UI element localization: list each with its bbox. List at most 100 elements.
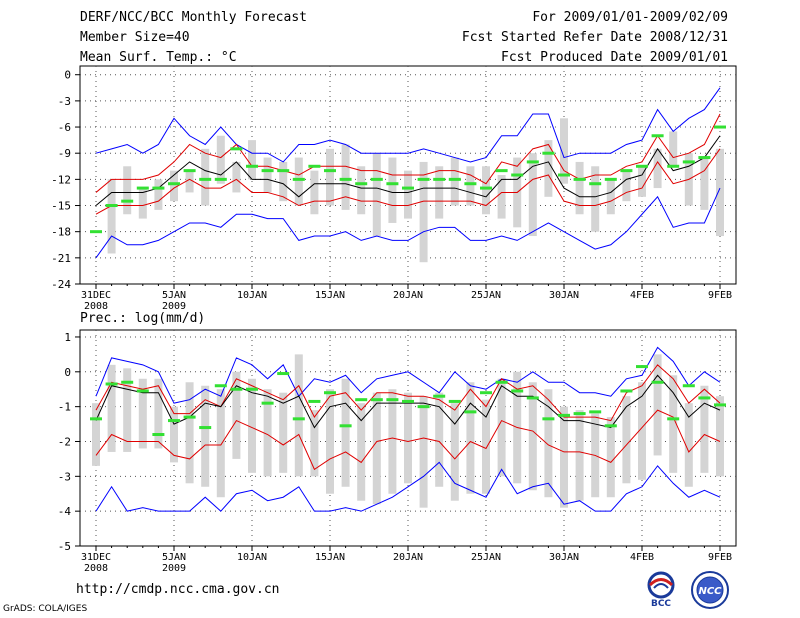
x-tick-label: 15JAN <box>315 290 345 301</box>
spread-box <box>700 385 709 473</box>
observed-marker <box>542 417 555 421</box>
series-min-line <box>95 187 721 259</box>
spread-box <box>263 157 272 193</box>
spread-box <box>653 148 662 189</box>
observed-marker <box>214 384 227 388</box>
observed-marker <box>667 164 680 168</box>
spread-box <box>466 382 475 494</box>
series-upper-line <box>95 364 721 422</box>
observed-marker <box>620 389 633 393</box>
spread-box <box>591 166 600 232</box>
observed-marker <box>183 169 196 173</box>
observed-marker <box>246 387 258 391</box>
spread-box <box>326 148 334 206</box>
y-tick-label: -9 <box>58 147 71 160</box>
spread-box <box>482 399 490 494</box>
observed-marker <box>168 182 180 186</box>
series-lower-line <box>95 148 721 215</box>
y-tick-label: -18 <box>51 226 71 239</box>
spread-box <box>310 410 319 477</box>
observed-marker <box>417 405 430 409</box>
series-max-line <box>95 87 721 163</box>
observed-marker <box>526 160 539 164</box>
x-tick-label: 9FEB <box>708 552 732 563</box>
x-tick-label: 15JAN <box>315 552 345 563</box>
header-left: DERF/NCC/BCC Monthly Forecast Member Siz… <box>80 10 307 70</box>
spread-box <box>372 153 381 237</box>
y-tick-label: -15 <box>51 200 71 213</box>
x-tick-label: 10JAN <box>237 552 267 563</box>
observed-marker <box>417 177 430 181</box>
observed-marker <box>386 182 399 186</box>
spread-box <box>341 378 350 487</box>
x-tick-label: 5JAN <box>162 290 186 301</box>
series-upper-line <box>95 113 721 193</box>
source-url[interactable]: http://cmdp.ncc.cma.gov.cn <box>76 582 280 597</box>
y-tick-label: -1 <box>58 401 71 414</box>
spread-box <box>622 170 631 202</box>
spread-box <box>497 378 506 477</box>
observed-marker <box>121 199 134 203</box>
spread-box <box>466 166 475 206</box>
spread-box <box>107 179 116 254</box>
spread-box <box>606 417 615 498</box>
observed-marker <box>573 177 586 181</box>
observed-marker <box>324 169 336 173</box>
spread-box <box>388 389 397 494</box>
spread-box <box>372 392 381 505</box>
spread-box <box>638 166 646 197</box>
x-tick-sublabel: 2008 <box>84 563 108 574</box>
forecast-period: For 2009/01/01-2009/02/09 <box>532 10 728 25</box>
observed-marker <box>714 403 726 407</box>
spread-box <box>544 140 553 197</box>
spread-box <box>357 403 366 501</box>
spread-box <box>606 179 615 215</box>
observed-marker <box>714 125 726 129</box>
x-tick-label: 9FEB <box>708 290 732 301</box>
observed-marker <box>90 230 102 234</box>
spread-box <box>185 170 194 193</box>
observed-marker <box>183 415 196 419</box>
variable-label: Mean Surf. Temp.: °C <box>80 50 237 65</box>
observed-marker <box>480 186 492 190</box>
observed-marker <box>636 365 648 369</box>
observed-marker <box>698 396 711 400</box>
observed-marker <box>324 391 336 395</box>
spread-box <box>482 166 490 215</box>
observed-marker <box>105 204 118 208</box>
spread-box <box>107 364 116 452</box>
observed-marker <box>589 410 602 414</box>
spread-box <box>341 144 350 210</box>
y-tick-label: -5 <box>58 540 71 553</box>
y-tick-label: -4 <box>58 505 72 518</box>
observed-marker <box>636 164 648 168</box>
observed-marker <box>355 398 368 402</box>
x-tick-label: 31DEC <box>81 552 111 563</box>
spread-box <box>263 389 272 477</box>
observed-marker <box>121 380 134 384</box>
observed-marker <box>339 424 352 428</box>
spread-box <box>248 378 256 473</box>
chart-title: DERF/NCC/BCC Monthly Forecast <box>80 10 307 25</box>
spread-box <box>138 188 147 219</box>
spread-box <box>294 157 303 206</box>
ncc-logo: NCC <box>691 571 729 609</box>
observed-marker <box>168 419 180 423</box>
panel-title: Prec.: log(mm/d) <box>80 311 205 326</box>
observed-marker <box>511 389 524 393</box>
observed-marker <box>604 177 617 181</box>
spread-box <box>279 392 288 473</box>
ncc-logo-text: NCC <box>698 586 722 597</box>
x-tick-label: 10JAN <box>237 290 267 301</box>
series-mean-line <box>95 135 721 206</box>
observed-marker <box>230 387 243 391</box>
spread-box <box>622 396 631 484</box>
observed-marker <box>199 177 212 181</box>
observed-marker <box>292 177 305 181</box>
y-tick-label: -3 <box>58 470 71 483</box>
y-tick-label: -12 <box>51 173 71 186</box>
observed-marker <box>370 177 383 181</box>
spread-box <box>497 175 506 219</box>
